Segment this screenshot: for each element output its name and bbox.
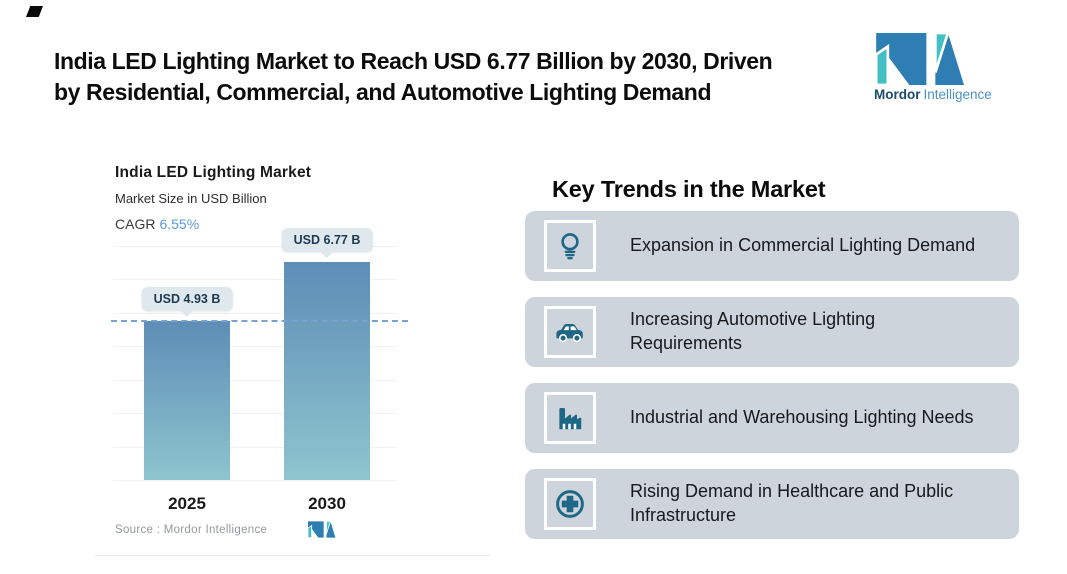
trend-card-commercial: Expansion in Commercial Lighting Demand [525,211,1019,281]
brand-logo: Mordor Intelligence [874,33,992,102]
bar-value-label-2030: USD 6.77 B [293,233,361,247]
mordor-intelligence-logo-icon [876,33,965,85]
brand-name-secondary: Intelligence [923,87,992,102]
gridline [113,380,397,381]
trend-text: Industrial and Warehousing Lighting Need… [630,407,974,428]
trend-text: Rising Demand in Healthcare and Public I… [630,481,954,525]
page-title-line2: by Residential, Commercial, and Automoti… [54,79,712,106]
chart-subtitle: Market Size in USD Billion [115,191,267,206]
cagr-label: CAGR [115,216,156,232]
page-title-line1: India LED Lighting Market to Reach USD 6… [54,48,773,75]
chart-bottom-divider [95,555,490,556]
trend-card-healthcare: Rising Demand in Healthcare and Public I… [525,469,1019,539]
gridline [113,447,397,448]
mini-logo-icon [308,521,336,538]
trend-card-automotive: Increasing Automotive Lighting Requireme… [525,297,1019,367]
trend-icon-tile [544,392,596,444]
bar-value-tooltip-2025: USD 4.93 B [141,287,233,317]
car-icon [556,324,583,343]
bar-value-tooltip-2030: USD 6.77 B [281,228,373,258]
trend-text: Expansion in Commercial Lighting Demand [630,235,976,256]
bar-2025 [144,321,230,480]
trend-icon-tile [544,220,596,272]
trends-heading: Key Trends in the Market [552,175,826,202]
trend-icon-tile [544,306,596,358]
trend-card-industrial: Industrial and Warehousing Lighting Need… [525,383,1019,453]
trend-icon-tile [544,478,596,530]
gridline [113,246,397,247]
bar-chart-plot: USD 4.93 B 2025 USD 6.77 B 2030 [111,228,408,513]
gridline [113,313,397,314]
cagr-row: CAGR 6.55% [115,216,199,232]
lightbulb-icon [561,233,579,260]
factory-icon [559,408,582,430]
corner-mark [26,6,43,17]
page-title: India LED Lighting Market to Reach USD 6… [54,46,773,108]
medical-cross-icon [556,490,584,518]
source-note: Source : Mordor Intelligence [115,524,268,536]
bar-value-label-2025: USD 4.93 B [153,292,221,306]
gridline [113,480,397,481]
gridline [113,279,397,280]
bar-2030 [284,262,370,480]
brand-name: Mordor Intelligence [874,87,992,102]
brand-name-primary: Mordor [874,87,921,102]
cagr-value: 6.55% [159,216,200,232]
trend-text: Increasing Automotive Lighting Requireme… [630,309,876,353]
chart-title: India LED Lighting Market [115,164,312,181]
trend-cards: Expansion in Commercial Lighting Demand … [525,211,1019,539]
gridline [113,346,397,347]
axis-label-2030: 2030 [308,494,346,513]
gridline [113,413,397,414]
reference-dashed-line [111,320,408,322]
axis-label-2025: 2025 [168,494,206,513]
